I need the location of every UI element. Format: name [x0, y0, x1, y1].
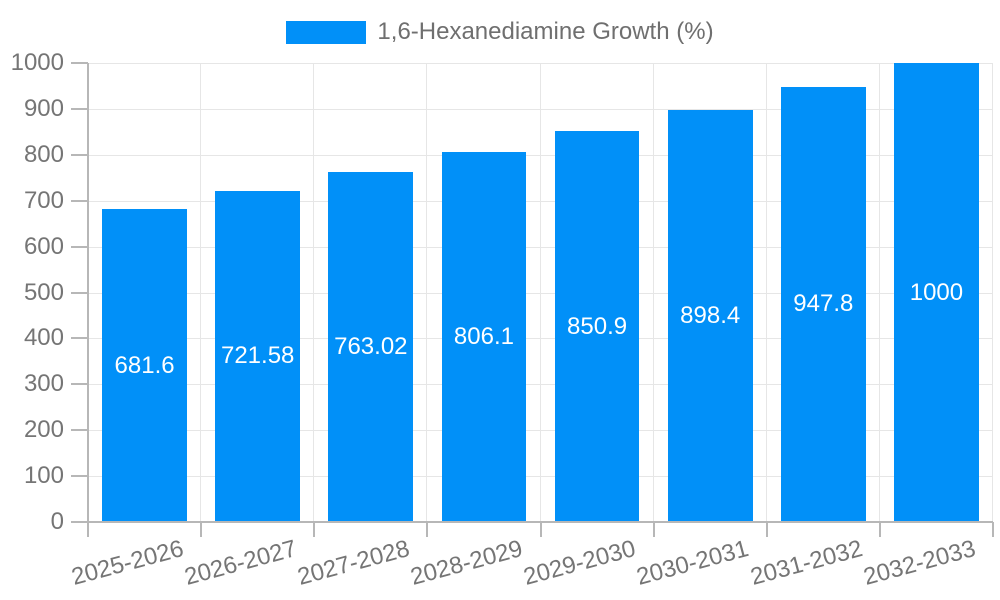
y-axis: 0 100 200 300 400 500 600 700 800 900 1000 — [0, 51, 88, 534]
vertical-gridline — [200, 63, 202, 522]
horizontal-gridline — [88, 384, 993, 386]
legend-swatch — [286, 20, 367, 44]
bar-2031-2032[interactable]: 947.8 — [780, 86, 866, 522]
vertical-gridline — [426, 63, 428, 522]
y-axis-tick — [71, 429, 88, 432]
bar-value-label: 947.8 — [793, 290, 854, 318]
bar-2026-2027[interactable]: 721.58 — [215, 190, 301, 522]
x-axis-ticks — [87, 522, 994, 538]
plot-area: 681.6 721.58 763.02 806.1 850.9 898.4 947.8 100… — [88, 63, 993, 522]
y-tick-label: 100 — [23, 462, 64, 490]
y-axis-tick — [71, 245, 88, 248]
x-axis-tick — [765, 522, 768, 537]
vertical-gridline — [652, 63, 654, 522]
y-axis-tick — [71, 62, 88, 64]
y-tick-label: 300 — [23, 370, 64, 398]
y-tick-label: 500 — [23, 278, 64, 306]
horizontal-gridline — [88, 108, 993, 110]
bar-2029-2030[interactable]: 850.9 — [554, 131, 640, 522]
y-axis-tick — [71, 199, 88, 202]
horizontal-gridline — [88, 246, 993, 248]
vertical-gridline — [878, 63, 880, 522]
y-tick-label: 700 — [23, 186, 64, 214]
y-axis-tick — [71, 475, 88, 478]
y-tick-label: 200 — [23, 416, 64, 444]
horizontal-gridline — [88, 430, 993, 432]
horizontal-gridline — [88, 63, 993, 64]
bar-value-label: 681.6 — [114, 351, 175, 379]
x-axis-tick — [200, 522, 203, 537]
x-axis-tick — [313, 522, 316, 537]
bar-value-label: 721.58 — [220, 342, 295, 370]
horizontal-gridline — [88, 200, 993, 202]
legend-label: 1,6-Hexanediamine Growth (%) — [377, 18, 714, 45]
legend: 1,6-Hexanediamine Growth (%) — [0, 18, 1000, 45]
x-tick-label: 2026-2027 — [181, 535, 300, 591]
y-tick-label: 600 — [23, 232, 64, 260]
bar-2030-2031[interactable]: 898.4 — [667, 109, 753, 522]
x-axis-tick — [992, 522, 994, 537]
x-tick-label: 2032-2033 — [860, 535, 979, 591]
bar-value-label: 850.9 — [567, 312, 628, 340]
x-tick-label: 2031-2032 — [747, 535, 866, 591]
y-tick-label: 400 — [23, 324, 64, 352]
bar-value-label: 806.1 — [453, 323, 514, 350]
horizontal-gridline — [88, 476, 993, 478]
y-axis-tick — [71, 521, 88, 523]
bar-value-label: 898.4 — [680, 301, 741, 329]
x-axis-tick — [426, 522, 429, 537]
bar-2032-2033[interactable]: 1000 — [894, 63, 979, 522]
y-axis-tick — [71, 153, 88, 156]
x-tick-label: 2030-2031 — [634, 535, 752, 591]
y-tick-label: 900 — [23, 94, 64, 122]
x-axis-tick — [87, 522, 89, 537]
y-tick-label: 1000 — [10, 49, 64, 76]
x-axis-tick — [652, 522, 655, 537]
horizontal-gridline — [88, 154, 993, 156]
horizontal-gridline — [88, 292, 993, 294]
bar-2025-2026[interactable]: 681.6 — [102, 209, 187, 522]
y-axis-line — [87, 63, 89, 537]
x-tick-label: 2025-2026 — [68, 535, 187, 591]
x-tick-label: 2029-2030 — [520, 535, 639, 591]
y-axis-tick — [71, 383, 88, 386]
vertical-gridline — [765, 63, 767, 522]
vertical-gridline — [992, 63, 993, 522]
vertical-gridline — [539, 63, 541, 522]
x-tick-label: 2027-2028 — [294, 535, 413, 591]
y-axis-tick — [71, 337, 88, 340]
x-axis-labels: 2025-2026 2026-2027 2027-2028 2028-2029 2029… — [68, 530, 993, 600]
bar-value-label: 1000 — [909, 278, 964, 306]
x-axis-tick — [539, 522, 542, 537]
x-axis-tick — [878, 522, 881, 537]
bar-2028-2029[interactable]: 806.1 — [441, 152, 527, 522]
y-axis-tick — [71, 107, 88, 110]
vertical-gridline — [313, 63, 315, 522]
horizontal-gridline — [88, 338, 993, 340]
bar-value-label: 763.02 — [334, 332, 408, 360]
x-tick-label: 2028-2029 — [407, 535, 526, 591]
bar-2027-2028[interactable]: 763.02 — [328, 171, 414, 522]
y-axis-tick — [71, 291, 88, 294]
y-tick-label: 800 — [23, 140, 64, 168]
y-tick-label: 0 — [50, 508, 64, 535]
